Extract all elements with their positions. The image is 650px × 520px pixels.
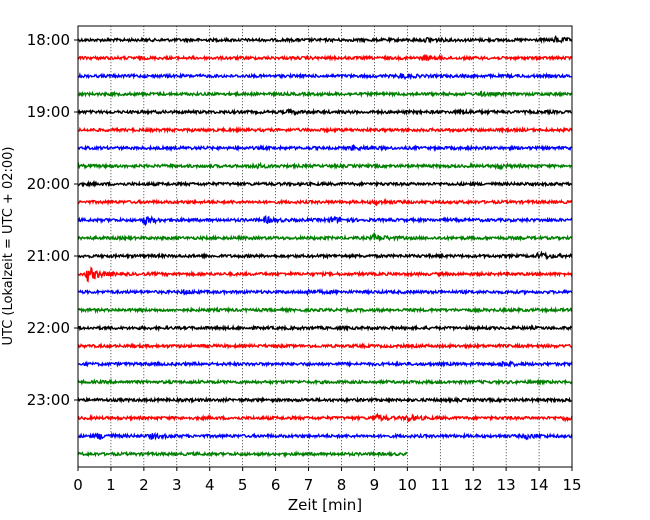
trace-row-2345 xyxy=(77,450,408,459)
trace-row-2115 xyxy=(77,266,573,283)
trace-rows xyxy=(77,34,573,459)
x-tick-label: 5 xyxy=(238,476,248,494)
plot-frame xyxy=(77,25,573,468)
trace-row-2330 xyxy=(77,431,573,441)
x-tick-label: 14 xyxy=(530,476,549,494)
x-tick-label: 7 xyxy=(304,476,314,494)
trace-row-1945 xyxy=(77,161,573,171)
y-tick-label: 23:00 xyxy=(27,391,70,409)
x-tick-label: 13 xyxy=(497,476,516,494)
y-tick-label: 18:00 xyxy=(27,31,70,49)
trace-row-1815 xyxy=(77,53,573,62)
trace-row-2230 xyxy=(77,359,573,368)
y-tick-label: 20:00 xyxy=(27,175,70,193)
x-tick-label: 2 xyxy=(139,476,149,494)
trace-row-1800 xyxy=(77,34,573,44)
trace-row-2215 xyxy=(77,341,573,351)
y-axis: 18:00 19:00 20:00 21:00 22:00 23:00 xyxy=(27,31,78,409)
x-axis-label: Zeit [min] xyxy=(288,496,362,514)
x-tick-label: 3 xyxy=(172,476,182,494)
trace-row-1915 xyxy=(77,125,573,134)
trace-row-2200 xyxy=(77,323,573,332)
trace-row-2045 xyxy=(77,231,573,243)
trace-row-2245 xyxy=(77,377,573,386)
y-axis-label: UTC (Lokalzeit = UTC + 02:00) xyxy=(1,147,16,346)
trace-row-2300 xyxy=(77,395,573,405)
x-tick-label: 0 xyxy=(73,476,83,494)
x-tick-label: 15 xyxy=(562,476,581,494)
trace-row-2000 xyxy=(77,180,573,188)
trace-row-1930 xyxy=(77,143,573,153)
y-tick-label: 22:00 xyxy=(27,319,70,337)
trace-row-2315 xyxy=(77,412,573,423)
x-tick-label: 10 xyxy=(398,476,417,494)
x-tick-label: 11 xyxy=(431,476,450,494)
x-axis: 0 1 2 3 4 5 6 7 8 9 10 11 12 13 14 15 xyxy=(73,467,582,494)
trace-row-1900 xyxy=(77,107,573,117)
x-tick-label: 8 xyxy=(337,476,347,494)
trace-row-2015 xyxy=(77,197,573,207)
x-tick-label: 1 xyxy=(106,476,116,494)
y-tick-label: 21:00 xyxy=(27,247,70,265)
y-tick-label: 19:00 xyxy=(27,103,70,121)
trace-row-2145 xyxy=(77,305,573,315)
x-tick-label: 4 xyxy=(205,476,215,494)
trace-row-2100 xyxy=(77,250,573,261)
trace-row-1845 xyxy=(77,90,573,99)
trace-row-2130 xyxy=(77,287,573,297)
x-tick-label: 9 xyxy=(370,476,380,494)
trace-row-1830 xyxy=(77,71,573,81)
x-tick-label: 12 xyxy=(464,476,483,494)
trace-row-2030 xyxy=(77,214,573,227)
x-tick-label: 6 xyxy=(271,476,281,494)
